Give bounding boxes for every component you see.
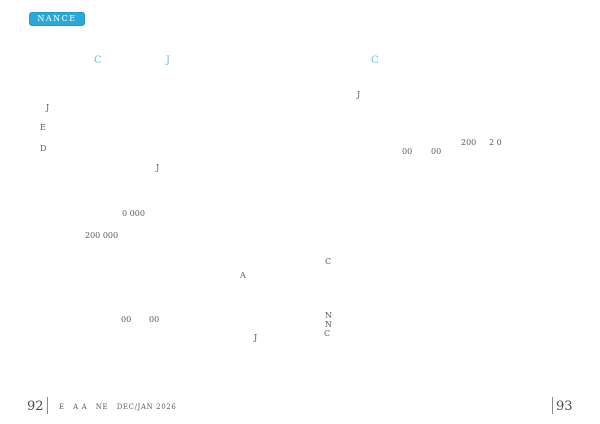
issue-title-date: E A A NE DEC/JAN 2026 [59, 403, 177, 411]
text-fragment: D [40, 144, 47, 153]
text-fragment: C [325, 257, 332, 266]
text-fragment: 2 0 [489, 138, 502, 147]
text-fragment: J [254, 333, 258, 342]
text-fragment: 00 [402, 147, 413, 156]
text-fragment: A [240, 271, 246, 280]
text-fragment: 0 000 [122, 209, 145, 218]
text-fragment: 200 000 [85, 231, 119, 240]
footer-divider [552, 397, 553, 414]
text-fragment: C [324, 329, 331, 338]
text-fragment: 00 [431, 147, 442, 156]
section-badge-label: NANCE [37, 14, 77, 23]
text-fragment: N [325, 311, 332, 320]
text-fragment: 200 [461, 138, 477, 147]
text-fragment: J [357, 90, 361, 99]
text-fragment: J [46, 103, 50, 112]
section-badge: NANCE [29, 12, 85, 26]
text-fragment: E [40, 123, 46, 132]
page-footer: 92 E A A NE DEC/JAN 2026 93 [0, 396, 600, 418]
text-fragment: C [371, 55, 379, 66]
text-fragment: N [325, 320, 332, 329]
text-fragment: C [94, 55, 102, 66]
right-page-number: 93 [556, 399, 573, 414]
footer-divider [47, 397, 48, 414]
text-fragment: J [156, 163, 160, 172]
text-fragment: 00 [121, 315, 132, 324]
text-fragment: 00 [149, 315, 160, 324]
text-fragment: J [166, 55, 171, 66]
left-page-number: 92 [27, 399, 44, 414]
